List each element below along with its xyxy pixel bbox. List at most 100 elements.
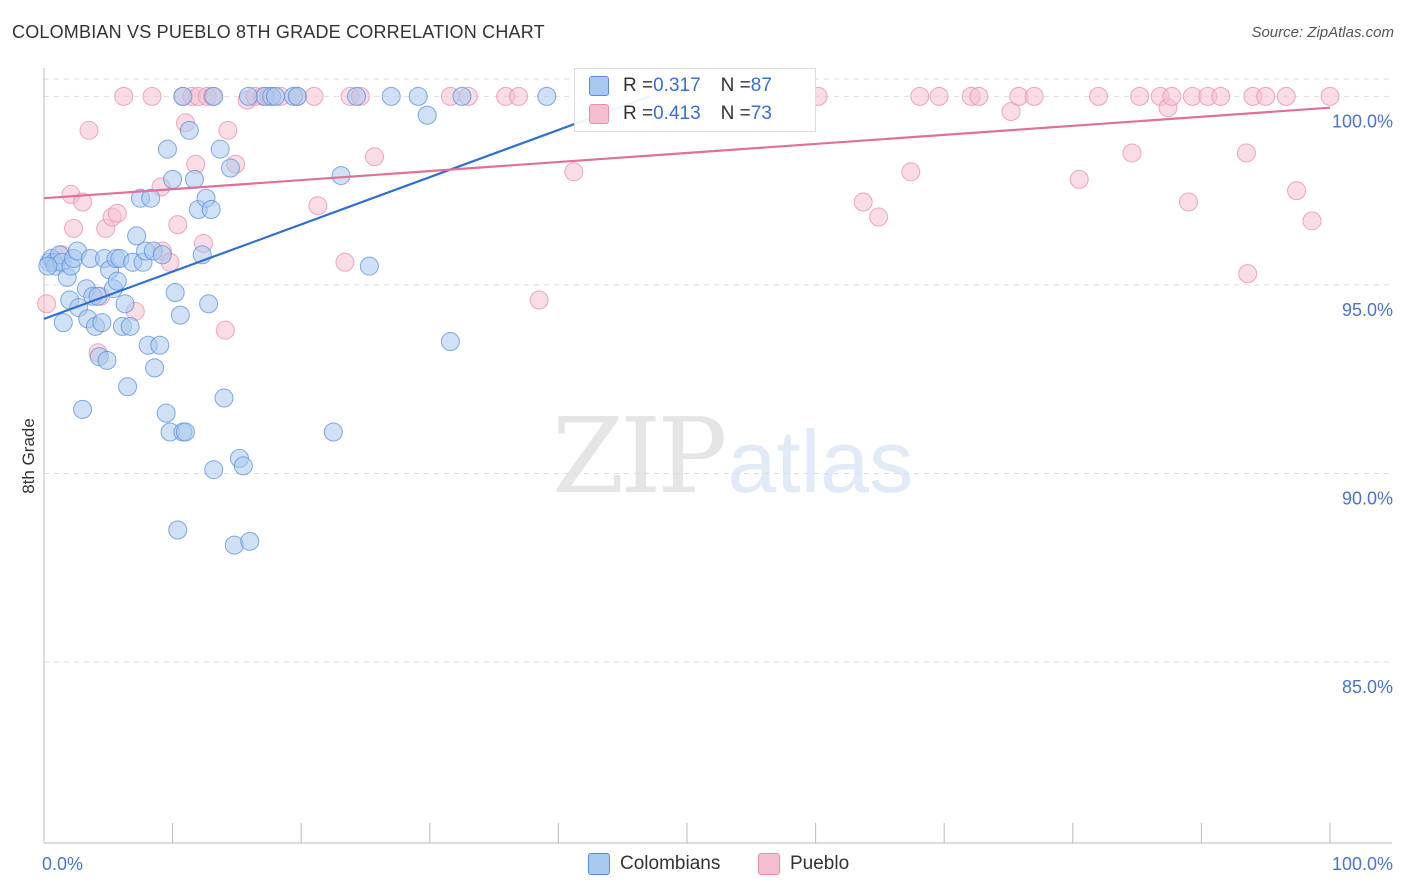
pueblo-point [335,252,355,272]
stats-legend: R = 0.317 N = 87 R = 0.413 N = 73 [574,68,816,132]
colombians-point [240,531,260,551]
colombians-point [323,422,343,442]
colombians-point [214,388,234,408]
pueblo-point [1089,86,1109,106]
colombians-point [201,200,221,220]
pueblo-point [901,162,921,182]
pueblo-point [929,86,949,106]
colombians-swatch [589,76,609,96]
colombians-point [287,86,307,106]
bottom-legend-colombians[interactable]: Colombians [588,852,720,876]
pueblo-point [1162,86,1182,106]
chart-title: COLOMBIAN VS PUEBLO 8TH GRADE CORRELATIO… [12,22,545,42]
pueblo-point [304,86,324,106]
colombians-point [165,282,185,302]
colombians-n-label: N = [720,75,751,96]
y-tick-label: 100.0% [1332,111,1393,131]
pueblo-legend-label: Pueblo [790,853,850,874]
bottom-legend-pueblo[interactable]: Pueblo [758,852,849,876]
legend-row-colombians: R = 0.317 N = 87 [589,73,772,99]
colombians-point [204,86,224,106]
colombians-point [168,520,188,540]
pueblo-point [564,162,584,182]
source-label: Source: ZipAtlas.com [1251,24,1394,41]
colombians-point [204,460,224,480]
watermark-zip: ZIP [552,395,727,517]
colombians-point [157,139,177,159]
colombians-point [156,403,176,423]
pueblo-n-label: N = [720,103,751,124]
colombians-point [452,86,472,106]
pueblo-point [73,192,93,212]
colombians-r-label: R = [623,75,654,96]
legend-row-pueblo: R = 0.413 N = 73 [589,101,772,127]
y-tick-label: 95.0% [1342,300,1393,320]
pueblo-point [142,86,162,106]
colombians-point [150,335,170,355]
colombians-point [440,331,460,351]
colombians-legend-swatch [588,853,610,875]
pueblo-point [215,320,235,340]
pueblo-point [1130,86,1150,106]
colombians-point [145,358,165,378]
pueblo-point [218,120,238,140]
pueblo-point [308,196,328,216]
pueblo-point [37,294,57,314]
y-tick-label: 90.0% [1342,488,1393,508]
pueblo-point [1256,86,1276,106]
colombians-point [346,86,366,106]
colombians-point [175,422,195,442]
watermark: ZIPatlas [552,395,913,517]
colombians-point [233,456,253,476]
pueblo-point [969,86,989,106]
colombians-point [97,350,117,370]
pueblo-point [1001,101,1021,121]
colombians-point [92,313,112,333]
colombians-point [163,169,183,189]
colombians-point [173,86,193,106]
colombians-point [179,120,199,140]
x-tick-label: 100.0% [1332,854,1393,874]
colombians-point [170,305,190,325]
colombians-point [127,226,147,246]
colombians-point [331,166,351,186]
colombians-point [381,86,401,106]
pueblo-r-value: 0.413 [653,103,701,124]
colombians-n-value: 87 [750,75,772,96]
pueblo-point [107,203,127,223]
y-tick-label: 85.0% [1342,677,1393,697]
watermark-atlas: atlas [727,412,914,511]
pueblo-point [1122,143,1142,163]
pueblo-point [529,290,549,310]
colombians-point [359,256,379,276]
colombians-trend-line [43,95,651,320]
pueblo-point [1276,86,1296,106]
pueblo-point [1302,211,1322,231]
pueblo-point [1179,192,1199,212]
pueblo-point [509,86,529,106]
pueblo-point [1287,181,1307,201]
colombians-point [53,313,73,333]
x-tick-label: 0.0% [42,854,83,874]
colombians-point [199,294,219,314]
colombians-point [417,105,437,125]
colombians-point [118,377,138,397]
pueblo-point [1320,86,1340,106]
pueblo-point [1238,264,1258,284]
colombians-point [115,294,135,314]
colombians-point [210,139,230,159]
colombians-point [184,169,204,189]
colombians-point [141,188,161,208]
pueblo-swatch [589,104,609,124]
colombians-r-value: 0.317 [653,75,701,96]
colombians-point [408,86,428,106]
colombians-point [107,271,127,291]
pueblo-point [853,192,873,212]
colombians-point [73,399,93,419]
colombians-point [265,86,285,106]
colombians-point [220,158,240,178]
pueblo-point [79,120,99,140]
pueblo-point [168,215,188,235]
pueblo-legend-swatch [758,853,780,875]
